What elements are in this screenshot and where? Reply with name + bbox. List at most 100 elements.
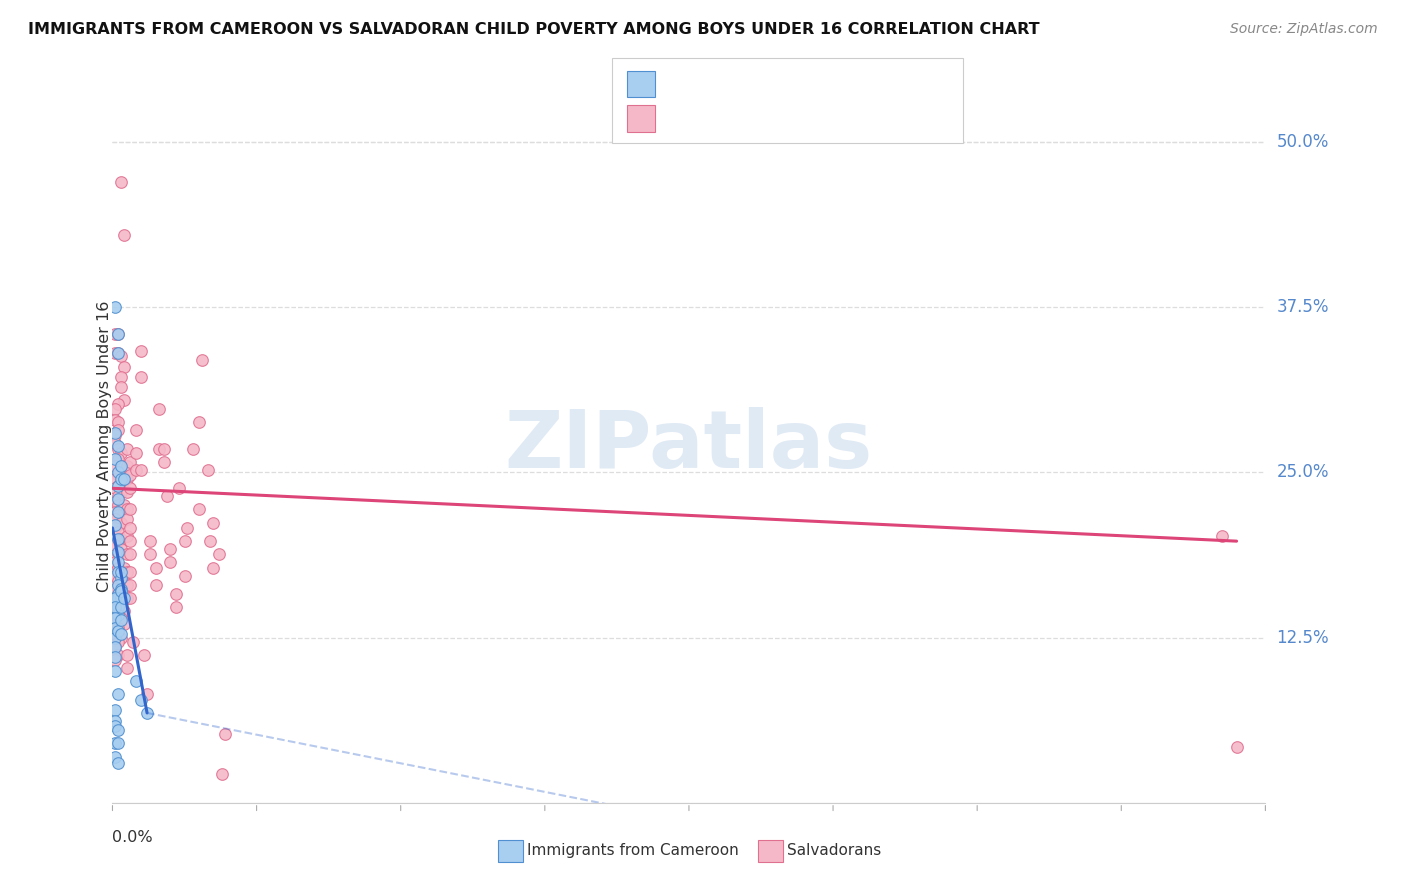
Point <box>115 661 138 675</box>
Text: 124: 124 <box>804 108 839 126</box>
Point <box>112 472 135 486</box>
Point <box>110 600 132 615</box>
Point <box>112 392 135 407</box>
Point <box>107 598 129 612</box>
Point <box>118 565 141 579</box>
Point <box>148 442 170 456</box>
Point <box>104 736 127 750</box>
Point <box>104 591 127 605</box>
Point <box>136 706 159 720</box>
Point <box>107 591 129 605</box>
Point <box>107 723 129 738</box>
Point <box>129 463 153 477</box>
Point <box>107 560 129 574</box>
Point <box>110 379 132 393</box>
Point <box>107 621 129 635</box>
Point <box>112 359 135 374</box>
Point <box>107 756 129 771</box>
Point <box>124 674 146 689</box>
Point <box>129 692 153 706</box>
Point <box>115 565 138 579</box>
Point <box>110 458 132 473</box>
Point <box>104 664 127 678</box>
Point <box>118 591 141 605</box>
Point <box>104 640 127 654</box>
Point <box>156 489 179 503</box>
Point <box>139 534 162 549</box>
Point <box>110 584 132 599</box>
Point <box>110 626 132 640</box>
Point <box>104 703 127 717</box>
Point <box>181 442 204 456</box>
Point <box>107 555 129 569</box>
Point <box>188 415 211 429</box>
Point <box>107 565 129 579</box>
Text: N =: N = <box>773 108 810 126</box>
Point <box>110 370 132 384</box>
Point <box>104 749 127 764</box>
Point <box>104 631 127 645</box>
Point <box>110 611 132 625</box>
Point <box>197 463 219 477</box>
Point <box>176 521 198 535</box>
Point <box>118 578 141 592</box>
Point <box>115 578 138 592</box>
Point <box>107 524 129 539</box>
Point <box>112 604 135 618</box>
Point <box>104 518 127 533</box>
Point <box>107 326 129 341</box>
Point <box>112 617 135 632</box>
Point <box>104 436 127 450</box>
Point <box>153 442 176 456</box>
Point <box>165 600 187 615</box>
Point <box>104 650 127 665</box>
Point <box>107 634 129 648</box>
Point <box>115 502 138 516</box>
Point <box>104 458 127 473</box>
Point <box>104 346 127 360</box>
Y-axis label: Child Poverty Among Boys Under 16: Child Poverty Among Boys Under 16 <box>97 301 111 591</box>
Point <box>110 614 132 628</box>
Point <box>104 600 127 615</box>
Point <box>110 516 132 530</box>
Text: R =: R = <box>665 75 702 93</box>
Point <box>107 346 129 360</box>
Point <box>107 489 129 503</box>
Point <box>107 611 129 625</box>
Text: 53: 53 <box>804 75 834 93</box>
Point <box>104 714 127 728</box>
Point <box>104 600 127 615</box>
Point <box>112 574 135 588</box>
Point <box>124 463 146 477</box>
Text: 50.0%: 50.0% <box>1277 133 1329 151</box>
Point <box>107 600 129 615</box>
Point <box>107 478 129 492</box>
Point <box>104 568 127 582</box>
Text: IMMIGRANTS FROM CAMEROON VS SALVADORAN CHILD POVERTY AMONG BOYS UNDER 16 CORRELA: IMMIGRANTS FROM CAMEROON VS SALVADORAN C… <box>28 22 1040 37</box>
Point <box>211 766 233 780</box>
Text: ZIPatlas: ZIPatlas <box>505 407 873 485</box>
Point <box>214 727 236 741</box>
Point <box>104 626 127 640</box>
Point <box>1211 529 1233 543</box>
Point <box>188 502 211 516</box>
Point <box>107 587 129 601</box>
Point <box>104 511 127 525</box>
Point <box>107 499 129 513</box>
Point <box>107 587 129 601</box>
Text: 37.5%: 37.5% <box>1277 298 1329 317</box>
Point <box>165 587 187 601</box>
Point <box>118 534 141 549</box>
Point <box>104 472 127 486</box>
Text: Source: ZipAtlas.com: Source: ZipAtlas.com <box>1230 22 1378 37</box>
Point <box>139 547 162 561</box>
Point <box>118 455 141 469</box>
Point <box>124 445 146 459</box>
Point <box>208 547 231 561</box>
Point <box>153 455 176 469</box>
Text: -0.244: -0.244 <box>696 75 755 93</box>
Point <box>148 402 170 417</box>
Point <box>118 481 141 495</box>
Text: Salvadorans: Salvadorans <box>787 844 882 858</box>
Point <box>112 560 135 574</box>
